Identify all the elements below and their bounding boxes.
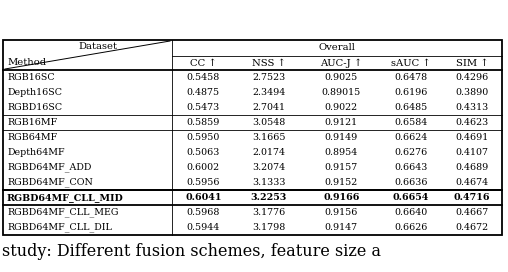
Text: Depth64MF: Depth64MF: [7, 148, 65, 157]
Text: 0.9157: 0.9157: [325, 163, 358, 172]
Text: 0.6643: 0.6643: [394, 163, 428, 172]
Text: 0.6584: 0.6584: [394, 118, 428, 127]
Text: 0.5944: 0.5944: [187, 223, 220, 232]
Text: 0.4875: 0.4875: [187, 88, 220, 97]
Text: CC ↑: CC ↑: [190, 58, 217, 67]
Text: 0.9149: 0.9149: [325, 133, 358, 142]
Text: 0.4672: 0.4672: [456, 223, 489, 232]
Text: 0.4667: 0.4667: [456, 208, 489, 217]
Text: 0.6276: 0.6276: [394, 148, 428, 157]
Text: RGBD64MF_CLL_MID: RGBD64MF_CLL_MID: [7, 193, 124, 202]
Text: 0.6654: 0.6654: [393, 193, 429, 202]
Text: RGB64MF: RGB64MF: [7, 133, 57, 142]
Bar: [3, 40, 502, 235]
Text: 0.9022: 0.9022: [325, 103, 358, 112]
Text: 3.0548: 3.0548: [252, 118, 285, 127]
Text: 0.4313: 0.4313: [456, 103, 489, 112]
Text: 0.4689: 0.4689: [456, 163, 489, 172]
Text: 0.4296: 0.4296: [456, 73, 489, 82]
Text: 3.2074: 3.2074: [252, 163, 285, 172]
Text: RGBD16SC: RGBD16SC: [7, 103, 62, 112]
Text: 2.3494: 2.3494: [252, 88, 285, 97]
Text: Depth16SC: Depth16SC: [7, 88, 62, 97]
Text: RGBD64MF_ADD: RGBD64MF_ADD: [7, 163, 91, 172]
Text: RGB16SC: RGB16SC: [7, 73, 55, 82]
Text: 0.6636: 0.6636: [394, 178, 428, 187]
Text: 0.4674: 0.4674: [456, 178, 489, 187]
Text: RGB16MF: RGB16MF: [7, 118, 57, 127]
Text: 0.6626: 0.6626: [394, 223, 428, 232]
Text: 0.9152: 0.9152: [325, 178, 358, 187]
Text: AUC-J ↑: AUC-J ↑: [321, 58, 363, 68]
Text: 0.9166: 0.9166: [323, 193, 360, 202]
Text: sAUC ↑: sAUC ↑: [391, 58, 431, 67]
Text: 0.6640: 0.6640: [394, 208, 428, 217]
Text: 0.5859: 0.5859: [187, 118, 220, 127]
Text: 0.6478: 0.6478: [395, 73, 428, 82]
Text: 0.5950: 0.5950: [187, 133, 220, 142]
Text: 3.1776: 3.1776: [252, 208, 285, 217]
Text: SIM ↑: SIM ↑: [456, 58, 489, 67]
Text: 0.5063: 0.5063: [187, 148, 220, 157]
Text: NSS ↑: NSS ↑: [252, 58, 286, 67]
Text: 3.1333: 3.1333: [252, 178, 285, 187]
Text: 0.6485: 0.6485: [394, 103, 428, 112]
Text: 0.5968: 0.5968: [187, 208, 220, 217]
Text: 0.6624: 0.6624: [394, 133, 428, 142]
Text: 2.0174: 2.0174: [252, 148, 285, 157]
Text: 3.1665: 3.1665: [252, 133, 285, 142]
Text: 0.5956: 0.5956: [186, 178, 220, 187]
Text: Dataset: Dataset: [78, 42, 117, 51]
Text: 3.1798: 3.1798: [252, 223, 285, 232]
Text: 0.9147: 0.9147: [325, 223, 358, 232]
Text: RGBD64MF_CON: RGBD64MF_CON: [7, 178, 93, 187]
Text: 0.6041: 0.6041: [185, 193, 221, 202]
Text: 0.89015: 0.89015: [322, 88, 361, 97]
Text: 0.3890: 0.3890: [456, 88, 489, 97]
Text: 0.4716: 0.4716: [454, 193, 490, 202]
Text: 3.2253: 3.2253: [251, 193, 287, 202]
Text: Overall: Overall: [319, 44, 356, 52]
Text: 0.4623: 0.4623: [456, 118, 489, 127]
Text: 0.5473: 0.5473: [187, 103, 220, 112]
Text: 0.9025: 0.9025: [325, 73, 358, 82]
Text: 0.5458: 0.5458: [187, 73, 220, 82]
Text: Method: Method: [7, 58, 46, 67]
Text: 0.6196: 0.6196: [394, 88, 428, 97]
Text: 0.4691: 0.4691: [456, 133, 489, 142]
Text: 0.9121: 0.9121: [325, 118, 358, 127]
Text: RGBD64MF_CLL_MEG: RGBD64MF_CLL_MEG: [7, 208, 118, 217]
Text: 0.4107: 0.4107: [456, 148, 489, 157]
Text: study: Different fusion schemes, feature size a: study: Different fusion schemes, feature…: [2, 243, 381, 259]
Text: 2.7523: 2.7523: [252, 73, 285, 82]
Text: 0.9156: 0.9156: [325, 208, 358, 217]
Text: 2.7041: 2.7041: [252, 103, 285, 112]
Text: 0.6002: 0.6002: [187, 163, 220, 172]
Text: RGBD64MF_CLL_DIL: RGBD64MF_CLL_DIL: [7, 223, 112, 232]
Text: 0.8954: 0.8954: [325, 148, 358, 157]
